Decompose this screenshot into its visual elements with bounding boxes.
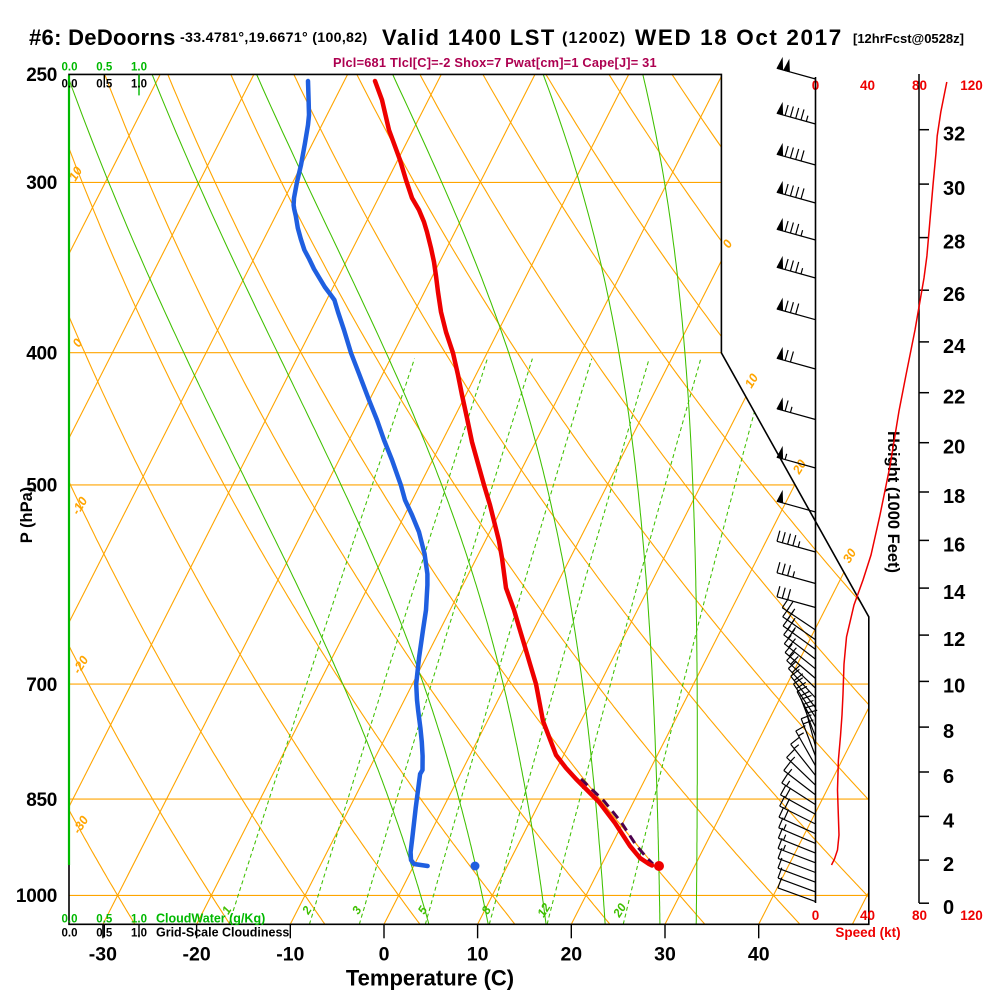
svg-text:40: 40 bbox=[860, 78, 875, 93]
svg-text:40: 40 bbox=[748, 943, 770, 965]
svg-text:0: 0 bbox=[943, 897, 954, 919]
svg-text:-33.4781°,19.6671° (100,82): -33.4781°,19.6671° (100,82) bbox=[180, 30, 367, 46]
svg-text:32: 32 bbox=[943, 124, 965, 146]
svg-text:Grid-Scale Cloudiness: Grid-Scale Cloudiness bbox=[156, 925, 289, 939]
svg-text:24: 24 bbox=[943, 336, 966, 358]
svg-text:4: 4 bbox=[943, 810, 955, 832]
svg-text:1.0: 1.0 bbox=[131, 913, 147, 925]
svg-text:1.0: 1.0 bbox=[131, 78, 147, 90]
svg-text:250: 250 bbox=[26, 65, 57, 86]
svg-text:30: 30 bbox=[654, 943, 676, 965]
svg-text:30: 30 bbox=[840, 546, 859, 565]
svg-text:P (hPa): P (hPa) bbox=[18, 487, 36, 544]
svg-text:80: 80 bbox=[912, 908, 927, 923]
svg-text:28: 28 bbox=[943, 232, 965, 254]
svg-text:0.5: 0.5 bbox=[96, 927, 113, 939]
svg-text:300: 300 bbox=[26, 173, 57, 194]
svg-text:[12hrFcst@0528z]: [12hrFcst@0528z] bbox=[853, 31, 964, 46]
svg-text:1.0: 1.0 bbox=[131, 927, 147, 939]
svg-text:0.5: 0.5 bbox=[96, 61, 113, 73]
svg-text:WED 18 Oct 2017: WED 18 Oct 2017 bbox=[635, 25, 843, 50]
svg-text:26: 26 bbox=[943, 284, 965, 306]
svg-text:0.0: 0.0 bbox=[62, 913, 78, 925]
svg-text:-20: -20 bbox=[183, 943, 211, 965]
svg-text:20: 20 bbox=[560, 943, 582, 965]
svg-text:0.5: 0.5 bbox=[96, 913, 113, 925]
svg-text:20: 20 bbox=[943, 437, 965, 459]
svg-text:14: 14 bbox=[943, 582, 966, 604]
svg-text:0: 0 bbox=[812, 908, 820, 923]
svg-text:10: 10 bbox=[467, 943, 489, 965]
svg-text:20: 20 bbox=[610, 901, 630, 921]
svg-text:-30: -30 bbox=[89, 943, 117, 965]
svg-text:CloudWater (g/Kg): CloudWater (g/Kg) bbox=[156, 911, 265, 925]
svg-text:0: 0 bbox=[379, 943, 390, 965]
svg-text:30: 30 bbox=[943, 178, 965, 200]
svg-text:0.0: 0.0 bbox=[62, 78, 78, 90]
svg-text:0.5: 0.5 bbox=[96, 78, 113, 90]
svg-text:120: 120 bbox=[960, 908, 983, 923]
svg-text:8: 8 bbox=[943, 721, 954, 743]
svg-text:1000: 1000 bbox=[16, 886, 57, 907]
svg-text:22: 22 bbox=[943, 387, 965, 409]
svg-text:Speed (kt): Speed (kt) bbox=[835, 925, 900, 940]
svg-text:-10: -10 bbox=[276, 943, 304, 965]
svg-text:Valid 1400 LST: Valid 1400 LST bbox=[382, 25, 556, 50]
svg-text:Plcl=681 Tlcl[C]=-2 Shox=7 Pwa: Plcl=681 Tlcl[C]=-2 Shox=7 Pwat[cm]=1 Ca… bbox=[333, 55, 657, 70]
svg-text:40: 40 bbox=[860, 908, 875, 923]
svg-text:10: 10 bbox=[943, 675, 965, 697]
svg-text:6: 6 bbox=[943, 766, 954, 788]
svg-text:Height (1000 Feet): Height (1000 Feet) bbox=[884, 431, 902, 573]
svg-text:500: 500 bbox=[26, 476, 57, 497]
svg-text:1.0: 1.0 bbox=[131, 61, 147, 73]
svg-text:Temperature (C): Temperature (C) bbox=[346, 965, 514, 990]
svg-text:850: 850 bbox=[26, 790, 57, 811]
svg-text:16: 16 bbox=[943, 534, 965, 556]
svg-text:12: 12 bbox=[943, 629, 965, 651]
svg-text:120: 120 bbox=[960, 78, 983, 93]
svg-text:700: 700 bbox=[26, 675, 57, 696]
svg-text:#6: DeDoorns: #6: DeDoorns bbox=[29, 25, 176, 50]
svg-text:18: 18 bbox=[943, 486, 965, 508]
svg-text:10: 10 bbox=[742, 371, 761, 390]
svg-text:0.0: 0.0 bbox=[62, 61, 78, 73]
svg-text:2: 2 bbox=[943, 854, 954, 876]
svg-text:10: 10 bbox=[66, 164, 85, 183]
svg-text:0.0: 0.0 bbox=[62, 927, 78, 939]
svg-text:400: 400 bbox=[26, 344, 57, 365]
svg-text:(1200Z): (1200Z) bbox=[562, 30, 626, 47]
